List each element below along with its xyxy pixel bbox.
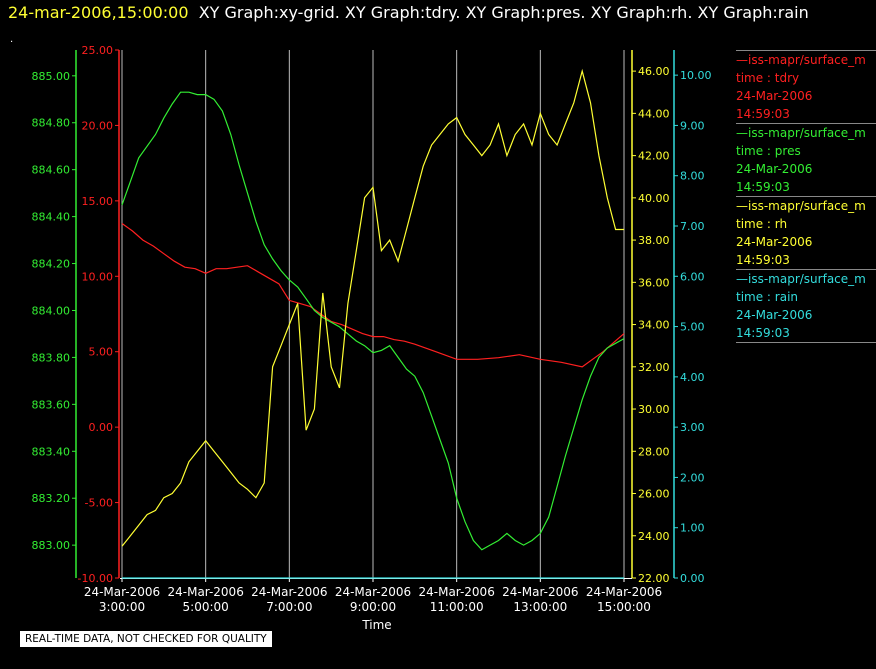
- rh-tick-label: 36.00: [638, 276, 670, 289]
- tdry-tick-label: 5.00: [89, 346, 114, 359]
- pres-series-line: [121, 91, 625, 551]
- rh-tick-label: 40.00: [638, 192, 670, 205]
- pres-tick-label: 883.00: [32, 539, 71, 552]
- legend-label: —iss-mapr/surface_m: [736, 126, 866, 140]
- legend-time: 14:59:03: [736, 107, 790, 121]
- legend-date: 24-Mar-2006: [736, 162, 813, 176]
- x-tick-date: 24-Mar-2006: [251, 585, 327, 599]
- x-tick-date: 24-Mar-2006: [418, 585, 494, 599]
- header-timestamp: 24-mar-2006,15:00:00: [8, 3, 189, 22]
- x-tick-time: 5:00:00: [183, 600, 229, 614]
- pres-tick-label: 884.00: [32, 304, 71, 317]
- legend-date: 24-Mar-2006: [736, 308, 813, 322]
- legend-label: —iss-mapr/surface_m: [736, 199, 866, 213]
- pres-tick-label: 883.20: [32, 492, 71, 505]
- x-tick-time: 11:00:00: [430, 600, 484, 614]
- legend-end-rule: [736, 342, 876, 343]
- tdry-tick-label: -10.00: [78, 572, 113, 585]
- rh-tick-label: 32.00: [638, 361, 670, 374]
- rain-tick-label: 4.00: [680, 371, 705, 384]
- rh-tick-label: 46.00: [638, 65, 670, 78]
- legend-date: 24-Mar-2006: [736, 89, 813, 103]
- rh-tick-label: 28.00: [638, 445, 670, 458]
- pres-tick-label: 884.20: [32, 258, 71, 271]
- legend-time: 14:59:03: [736, 326, 790, 340]
- x-tick-time: 15:00:00: [597, 600, 651, 614]
- x-tick-date: 24-Mar-2006: [84, 585, 160, 599]
- rh-tick-label: 30.00: [638, 403, 670, 416]
- legend: —iss-mapr/surface_m time : tdry 24-Mar-200…: [736, 50, 876, 343]
- pres-tick-label: 883.60: [32, 398, 71, 411]
- x-tick-date: 24-Mar-2006: [167, 585, 243, 599]
- rh-series-line: [121, 68, 624, 547]
- pres-tick-label: 883.80: [32, 351, 71, 364]
- x-tick-date: 24-Mar-2006: [502, 585, 578, 599]
- header-graphs: XY Graph:xy-grid. XY Graph:tdry. XY Grap…: [198, 3, 809, 22]
- legend-label: —iss-mapr/surface_m: [736, 272, 866, 286]
- rain-tick-label: 1.00: [680, 522, 705, 535]
- rain-tick-label: 2.00: [680, 471, 705, 484]
- pres-tick-label: 884.80: [32, 117, 71, 130]
- x-tick-time: 7:00:00: [266, 600, 312, 614]
- legend-time: 14:59:03: [736, 253, 790, 267]
- tdry-tick-label: -5.00: [85, 497, 113, 510]
- legend-field: time : rh: [736, 217, 788, 231]
- rh-tick-label: 24.00: [638, 530, 670, 543]
- legend-label: —iss-mapr/surface_m: [736, 53, 866, 67]
- x-axis-label: Time: [361, 618, 391, 632]
- tdry-tick-label: 0.00: [89, 421, 114, 434]
- rain-tick-label: 0.00: [680, 572, 705, 585]
- legend-field: time : rain: [736, 290, 799, 304]
- pres-tick-label: 884.40: [32, 211, 71, 224]
- x-tick-time: 9:00:00: [350, 600, 396, 614]
- tdry-tick-label: 10.00: [82, 270, 114, 283]
- x-tick-date: 24-Mar-2006: [586, 585, 662, 599]
- corner-dot: .: [10, 34, 14, 45]
- x-tick-date: 24-Mar-2006: [335, 585, 411, 599]
- rh-tick-label: 26.00: [638, 488, 670, 501]
- rh-tick-label: 42.00: [638, 150, 670, 163]
- pres-tick-label: 884.60: [32, 164, 71, 177]
- rain-tick-label: 10.00: [680, 69, 712, 82]
- pres-tick-label: 885.00: [32, 70, 71, 83]
- rain-tick-label: 5.00: [680, 321, 705, 334]
- legend-date: 24-Mar-2006: [736, 235, 813, 249]
- legend-field: time : pres: [736, 144, 801, 158]
- rain-tick-label: 7.00: [680, 220, 705, 233]
- tdry-tick-label: 25.00: [82, 44, 114, 57]
- rain-tick-label: 3.00: [680, 421, 705, 434]
- legend-field: time : tdry: [736, 71, 800, 85]
- title-bar: 24-mar-2006,15:00:00 XY Graph:xy-grid. X…: [8, 3, 809, 22]
- legend-time: 14:59:03: [736, 180, 790, 194]
- rh-tick-label: 38.00: [638, 234, 670, 247]
- rain-tick-label: 8.00: [680, 170, 705, 183]
- rh-tick-label: 44.00: [638, 107, 670, 120]
- x-tick-time: 13:00:00: [513, 600, 567, 614]
- rain-tick-label: 9.00: [680, 119, 705, 132]
- rain-tick-label: 6.00: [680, 270, 705, 283]
- quality-note: REAL-TIME DATA, NOT CHECKED FOR QUALITY: [20, 631, 272, 647]
- x-tick-time: 3:00:00: [99, 600, 145, 614]
- rh-tick-label: 34.00: [638, 319, 670, 332]
- tdry-tick-label: 20.00: [82, 119, 114, 132]
- tdry-tick-label: 15.00: [82, 195, 114, 208]
- pres-tick-label: 883.40: [32, 445, 71, 458]
- rh-tick-label: 22.00: [638, 572, 670, 585]
